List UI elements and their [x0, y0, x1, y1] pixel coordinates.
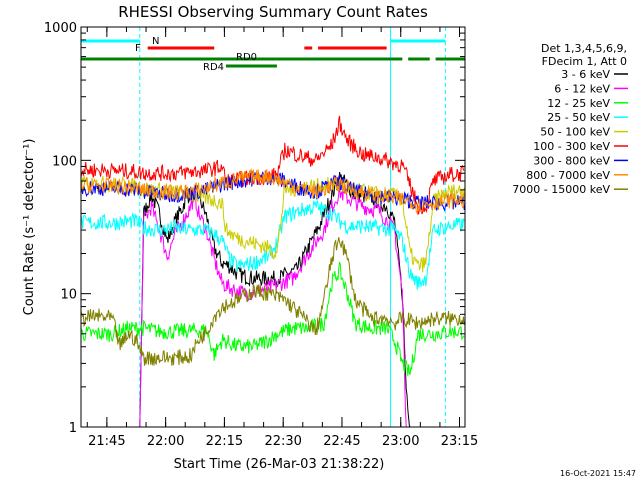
y-tick-label: 1: [69, 421, 77, 436]
y-axis-label: Count Rate (s⁻¹ detector⁻¹): [22, 139, 37, 316]
flag-label-rd0: RD0: [236, 52, 257, 63]
plot-frame: [80, 26, 466, 428]
x-axis-label: Start Time (26-Mar-03 21:38:22): [174, 457, 385, 472]
x-tick-label: 22:00: [147, 434, 184, 449]
chart-title: RHESSI Observing Summary Count Rates: [118, 3, 428, 21]
y-tick-label: 1000: [44, 21, 77, 36]
series-line-2: [81, 184, 465, 427]
legend-entry-5: 50 - 100 keV: [540, 126, 610, 139]
flag-label-f: F: [135, 43, 141, 54]
legend-entry-6: 100 - 300 keV: [533, 140, 610, 153]
timestamp: 16-Oct-2021 15:47: [560, 469, 636, 478]
series-line-6: [81, 115, 465, 215]
legend-entry-1: 3 - 6 keV: [561, 68, 610, 81]
series-line-9: [81, 237, 465, 366]
legend-entry-9: 7000 - 15000 keV: [512, 183, 610, 196]
series-line-8: [81, 168, 465, 214]
x-tick-label: 21:45: [88, 434, 125, 449]
series-line-3: [81, 262, 465, 376]
x-tick-label: 22:45: [323, 434, 360, 449]
legend-header-line-1: Det 1,3,4,5,6,9,: [541, 42, 627, 55]
legend-header-line-2: FDecim 1, Att 0: [542, 55, 627, 68]
x-tick-label: 23:00: [382, 434, 419, 449]
legend-entry-8: 800 - 7000 keV: [526, 169, 610, 182]
legend-entry-3: 12 - 25 keV: [547, 97, 610, 110]
x-tick-label: 22:30: [264, 434, 301, 449]
x-tick-label: 23:15: [441, 434, 478, 449]
legend-entry-4: 25 - 50 keV: [547, 111, 610, 124]
y-tick-label: 10: [60, 288, 77, 303]
y-tick-label: 100: [52, 154, 77, 169]
flag-label-n: N: [152, 36, 159, 47]
flag-label-rd4: RD4: [203, 62, 224, 73]
legend-entry-7: 300 - 800 keV: [533, 154, 610, 167]
legend: Det 1,3,4,5,6,9, FDecim 1, Att 0 3 - 6 k…: [512, 42, 628, 196]
x-tick-label: 22:15: [206, 434, 243, 449]
legend-entry-2: 6 - 12 keV: [554, 82, 610, 95]
